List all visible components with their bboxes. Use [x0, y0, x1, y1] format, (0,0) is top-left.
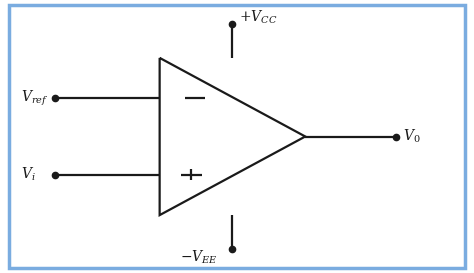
Text: $V_{ref}$: $V_{ref}$ — [21, 89, 48, 108]
Text: $V_{0}$: $V_{0}$ — [403, 128, 420, 145]
Text: $+V_{CC}$: $+V_{CC}$ — [239, 8, 278, 26]
Text: $V_{i}$: $V_{i}$ — [21, 166, 36, 183]
Text: $-V_{EE}$: $-V_{EE}$ — [180, 249, 218, 266]
